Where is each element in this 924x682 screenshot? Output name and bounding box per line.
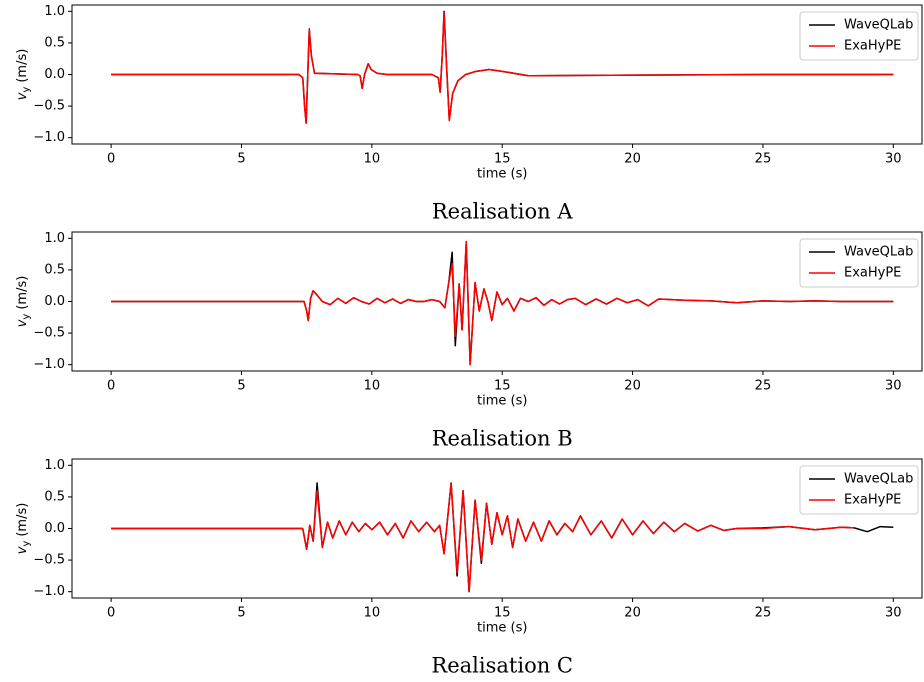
data-line (111, 482, 855, 593)
legend-box (799, 238, 919, 288)
data-line (111, 10, 894, 124)
x-tick-label: 5 (237, 606, 245, 621)
y-axis-label: vy (m/s) (15, 503, 33, 555)
y-tick-label: 0.5 (44, 262, 65, 277)
y-tick-label: −1.0 (33, 357, 65, 372)
y-axis-label: vy (m/s) (15, 49, 33, 101)
y-label-unit: (m/s) (15, 503, 30, 537)
legend-label: WaveQLab (844, 472, 913, 487)
x-tick-label: 30 (885, 606, 902, 621)
y-label-subscript: y (21, 87, 32, 93)
y-label-symbol: v (15, 546, 30, 554)
y-label-subscript: y (21, 314, 32, 320)
chart-title: Realisation A (432, 200, 573, 224)
y-tick-label: 1.0 (44, 4, 65, 19)
y-label-symbol: v (15, 92, 30, 100)
x-tick-label: 30 (885, 152, 902, 167)
data-line (111, 11, 894, 124)
x-tick-label: 15 (494, 606, 511, 621)
legend-box (799, 11, 919, 61)
subplot: 0 5 10 15 20 25 30 −1.0 −0.5 0.0 0.5 1.0 time (s) vy (… (15, 4, 923, 224)
y-tick-label: 0.5 (44, 35, 65, 50)
legend-label: ExaHyPE (844, 266, 901, 281)
y-tick-label: −0.5 (33, 553, 65, 568)
x-tick-label: 0 (107, 379, 115, 394)
y-tick-label: 1.0 (44, 458, 65, 473)
y-tick-label: 1.0 (44, 231, 65, 246)
chart-title: Realisation B (432, 427, 573, 451)
legend-label: WaveQLab (844, 245, 913, 260)
subplot: 0 5 10 15 20 25 30 −1.0 −0.5 0.0 0.5 1.0 time (s) vy (… (15, 458, 923, 678)
x-tick-label: 25 (755, 152, 772, 167)
x-tick-label: 20 (624, 379, 641, 394)
x-tick-label: 10 (364, 379, 381, 394)
x-tick-label: 10 (364, 152, 381, 167)
y-tick-label: −0.5 (33, 99, 65, 114)
y-tick-label: −1.0 (33, 130, 65, 145)
y-label-unit: (m/s) (15, 276, 30, 310)
data-line (111, 482, 894, 593)
x-tick-label: 25 (755, 606, 772, 621)
y-tick-label: 0.0 (44, 67, 65, 82)
y-tick-label: 0.0 (44, 294, 65, 309)
x-tick-label: 30 (885, 379, 902, 394)
legend-box (799, 465, 919, 515)
x-tick-label: 25 (755, 379, 772, 394)
x-axis-label: time (s) (477, 394, 527, 409)
x-tick-label: 5 (237, 379, 245, 394)
y-tick-label: −1.0 (33, 584, 65, 599)
y-label-subscript: y (21, 541, 32, 547)
y-tick-label: −0.5 (33, 326, 65, 341)
x-tick-label: 10 (364, 606, 381, 621)
chart-title: Realisation C (431, 654, 573, 678)
subplot: 0 5 10 15 20 25 30 −1.0 −0.5 0.0 0.5 1.0 time (s) vy (… (15, 231, 923, 451)
x-tick-label: 0 (107, 152, 115, 167)
x-tick-label: 20 (624, 152, 641, 167)
y-label-unit: (m/s) (15, 49, 30, 83)
x-tick-label: 15 (494, 379, 511, 394)
y-tick-label: 0.0 (44, 521, 65, 536)
legend-label: ExaHyPE (844, 493, 901, 508)
x-tick-label: 15 (494, 152, 511, 167)
x-tick-label: 20 (624, 606, 641, 621)
x-axis-label: time (s) (477, 167, 527, 182)
x-tick-label: 5 (237, 152, 245, 167)
legend-label: ExaHyPE (844, 39, 901, 54)
x-tick-label: 0 (107, 606, 115, 621)
y-axis-label: vy (m/s) (15, 276, 33, 328)
legend-label: WaveQLab (844, 18, 913, 33)
data-line (111, 240, 894, 366)
y-tick-label: 0.5 (44, 489, 65, 504)
x-axis-label: time (s) (477, 621, 527, 636)
y-label-symbol: v (15, 319, 30, 327)
